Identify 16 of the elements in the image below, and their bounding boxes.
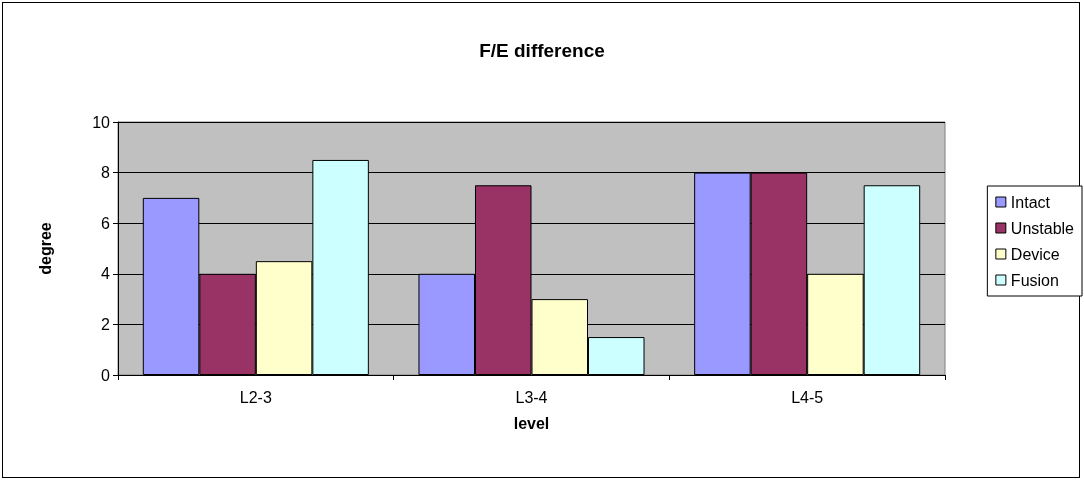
y-axis-title: degree bbox=[36, 222, 54, 275]
legend-label: Fusion bbox=[1010, 271, 1059, 289]
y-tick-label: 4 bbox=[101, 265, 111, 283]
x-tick-label: L4-5 bbox=[791, 388, 824, 406]
x-tick-label: L2-3 bbox=[239, 388, 272, 406]
legend-label: Device bbox=[1010, 245, 1060, 263]
y-tick-label: 6 bbox=[101, 214, 111, 232]
legend-label: Unstable bbox=[1010, 219, 1075, 237]
chart-title: F/E difference bbox=[479, 40, 605, 61]
legend-label: Intact bbox=[1010, 193, 1051, 211]
x-axis-title: level bbox=[513, 414, 550, 432]
y-tick-label: 2 bbox=[101, 315, 111, 333]
x-tick-label: L3-4 bbox=[515, 388, 548, 406]
y-tick-label: 0 bbox=[101, 366, 111, 384]
y-tick-label: 10 bbox=[92, 113, 111, 131]
y-tick-label: 8 bbox=[101, 164, 111, 182]
